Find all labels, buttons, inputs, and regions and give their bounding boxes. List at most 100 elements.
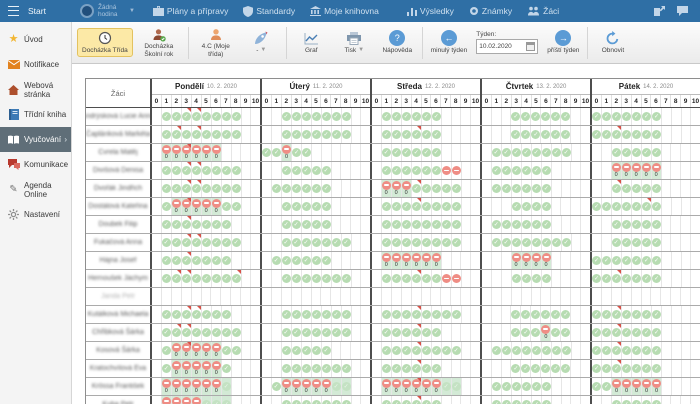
attendance-cell[interactable]: ✓ [230,108,241,125]
attendance-cell[interactable] [330,342,341,359]
attendance-cell[interactable] [372,288,381,305]
attendance-cell[interactable]: 0 [170,342,181,359]
attendance-cell[interactable]: ✓ [210,216,221,233]
attendance-cell[interactable]: ✓ [280,180,291,197]
attendance-cell[interactable]: ✓ [510,162,521,179]
attendance-cell[interactable] [360,216,370,233]
attendance-cell[interactable] [270,234,281,251]
attendance-cell[interactable]: ✓ [230,270,241,287]
attendance-cell[interactable] [220,288,230,305]
attendance-cell[interactable] [440,144,451,161]
attendance-cell[interactable]: ✓ [170,306,181,323]
attendance-cell[interactable] [240,378,251,395]
attendance-cell[interactable] [350,306,361,323]
attendance-cell[interactable] [661,342,671,359]
attendance-cell[interactable]: 0 [620,162,631,179]
attendance-cell[interactable] [270,396,281,404]
attendance-cell[interactable]: ✓ [450,216,461,233]
attendance-cell[interactable] [620,288,631,305]
attendance-cell[interactable]: ✓ [651,252,661,269]
attendance-cell[interactable]: ✓ [500,396,511,404]
attendance-cell[interactable]: ✓ [592,378,601,395]
attendance-cell[interactable] [350,108,361,125]
attendance-cell[interactable]: ✓ [560,126,571,143]
attendance-cell[interactable]: ✓ [420,342,431,359]
attendance-cell[interactable] [340,180,351,197]
attendance-cell[interactable]: ✓ [160,324,171,341]
attendance-cell[interactable] [440,162,451,179]
attendance-cell[interactable]: ✓ [540,306,551,323]
attendance-cell[interactable]: ✓ [380,216,391,233]
attendance-cell[interactable] [640,288,651,305]
attendance-cell[interactable] [240,342,251,359]
attendance-cell[interactable] [152,306,161,323]
attendance-cell[interactable]: ✓ [330,306,341,323]
attendance-cell[interactable] [240,396,251,404]
attendance-cell[interactable] [560,252,570,269]
attendance-cell[interactable] [250,342,260,359]
attendance-cell[interactable]: ✓ [380,342,391,359]
student-name[interactable]: Kutálková Michaela [87,311,149,318]
attendance-cell[interactable]: ✓ [280,342,291,359]
attendance-cell[interactable] [330,216,341,233]
attendance-cell[interactable] [240,180,251,197]
attendance-cell[interactable] [460,234,471,251]
attendance-cell[interactable] [450,360,461,377]
attendance-cell[interactable] [230,288,240,305]
attendance-cell[interactable]: ✓ [420,180,431,197]
attendance-cell[interactable]: ✓ [631,270,641,287]
attendance-cell[interactable]: ✓ [400,162,411,179]
attendance-cell[interactable] [560,378,571,395]
attendance-cell[interactable] [570,198,580,215]
attendance-cell[interactable] [470,126,480,143]
attendance-cell[interactable] [670,378,681,395]
attendance-cell[interactable] [690,108,700,125]
attendance-cell[interactable]: ✓ [330,108,341,125]
attendance-cell[interactable] [580,108,590,125]
attendance-cell[interactable] [180,288,191,305]
attendance-cell[interactable] [661,198,671,215]
attendance-cell[interactable] [690,144,700,161]
attendance-cell[interactable]: ✓ [450,306,461,323]
attendance-cell[interactable] [600,288,611,305]
attendance-cell[interactable] [350,288,360,305]
attendance-cell[interactable]: ✓ [280,360,291,377]
attendance-cell[interactable] [350,378,361,395]
attendance-cell[interactable] [680,144,690,161]
attendance-cell[interactable]: ✓ [280,234,291,251]
attendance-cell[interactable] [470,198,480,215]
attendance-cell[interactable]: ✓ [290,234,301,251]
attendance-cell[interactable]: ✓ [651,306,661,323]
attendance-cell[interactable] [250,198,260,215]
attendance-cell[interactable] [600,396,611,404]
attendance-cell[interactable]: ✓ [280,216,291,233]
attendance-cell[interactable]: ✓ [430,234,441,251]
attendance-cell[interactable] [250,144,260,161]
attendance-cell[interactable]: ✓ [540,216,551,233]
attendance-cell[interactable]: ✓ [592,306,601,323]
attendance-cell[interactable]: 0 [520,252,531,269]
attendance-cell[interactable]: ✓ [550,126,561,143]
attendance-cell[interactable] [580,270,590,287]
attendance-cell[interactable]: ✓ [510,270,521,287]
attendance-cell[interactable] [262,324,271,341]
attendance-cell[interactable] [660,234,671,251]
attendance-cell[interactable] [482,198,491,215]
attendance-cell[interactable]: ✓ [420,216,431,233]
attendance-cell[interactable]: ✓ [320,252,331,269]
attendance-cell[interactable]: ✓ [520,360,531,377]
attendance-cell[interactable]: ✓ [220,306,231,323]
attendance-cell[interactable]: ✓ [631,324,641,341]
attendance-cell[interactable] [372,126,381,143]
attendance-cell[interactable] [570,270,580,287]
attendance-cell[interactable]: ✓ [270,180,281,197]
attendance-cell[interactable]: ✓ [520,126,531,143]
attendance-cell[interactable]: ✓ [430,180,441,197]
attendance-cell[interactable]: ✓ [290,126,301,143]
attendance-cell[interactable] [482,180,491,197]
attendance-cell[interactable]: ✓ [610,396,621,404]
attendance-cell[interactable]: ✓ [410,342,421,359]
attendance-cell[interactable] [570,162,580,179]
attendance-cell[interactable] [250,162,260,179]
attendance-cell[interactable] [350,324,361,341]
